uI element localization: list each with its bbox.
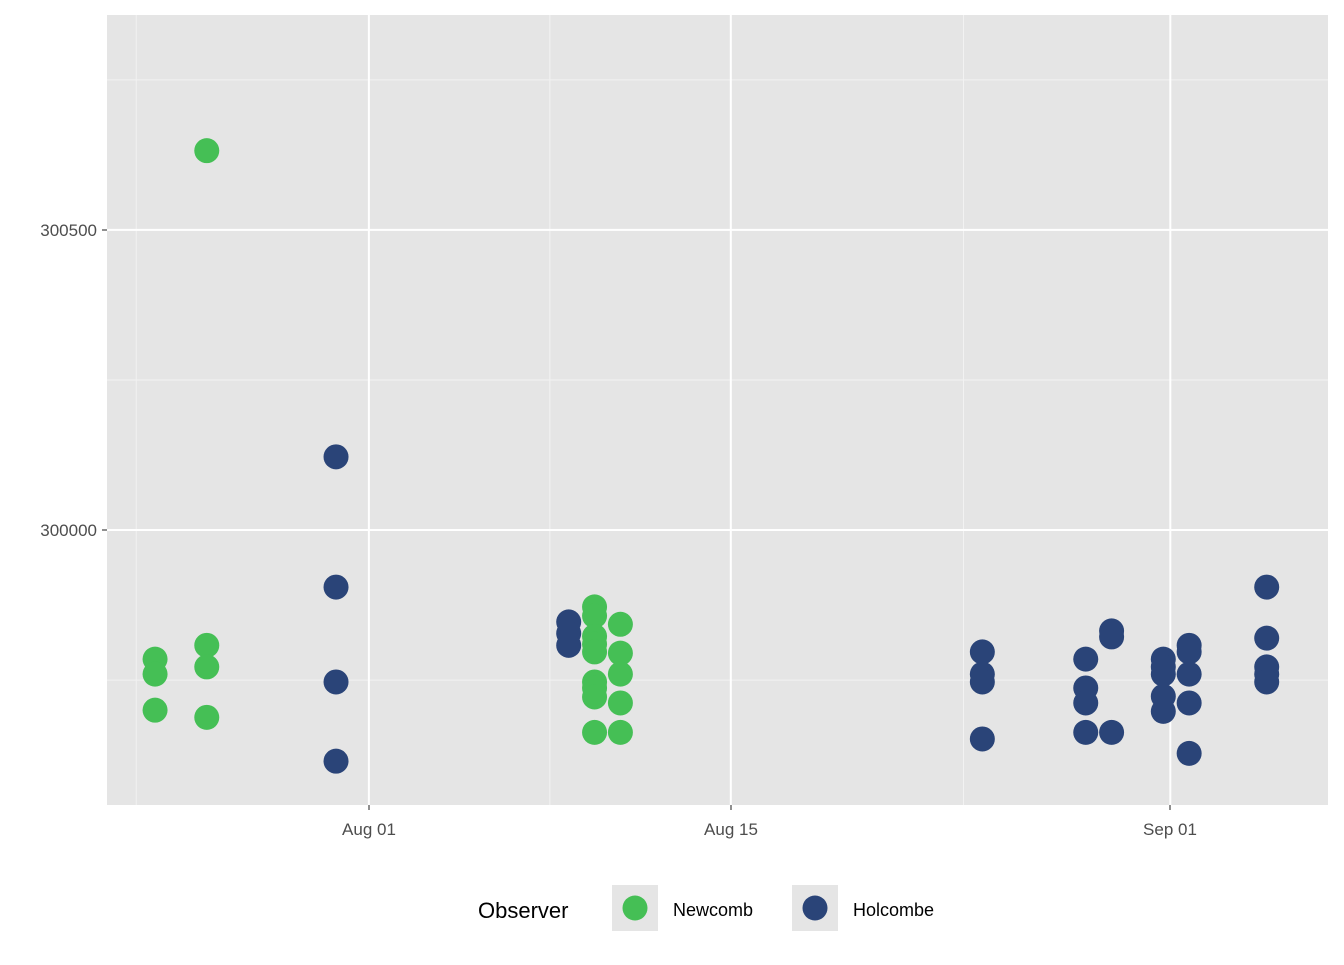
point-holcombe [1073, 646, 1099, 672]
point-holcombe [1150, 698, 1176, 724]
legend-key-holcombe [802, 895, 828, 921]
x-axis: Aug 01 Aug 15 Sep 01 [342, 805, 1197, 839]
x-tick-sep01: Sep 01 [1143, 805, 1197, 839]
point-newcomb [142, 697, 168, 723]
point-holcombe [323, 669, 349, 695]
point-holcombe [1176, 740, 1202, 766]
point-holcombe [1099, 624, 1125, 650]
point-holcombe [323, 444, 349, 470]
point-newcomb [607, 690, 633, 716]
point-holcombe [969, 669, 995, 695]
legend: Observer Newcomb Holcombe [478, 885, 934, 931]
point-newcomb [194, 632, 220, 658]
data-points [142, 138, 1280, 774]
point-newcomb [607, 661, 633, 687]
point-holcombe [1254, 625, 1280, 651]
point-newcomb [194, 654, 220, 680]
point-newcomb [607, 719, 633, 745]
point-newcomb [194, 704, 220, 730]
point-holcombe [1073, 719, 1099, 745]
legend-entry-holcombe: Holcombe [792, 885, 934, 931]
point-holcombe [1254, 574, 1280, 600]
point-holcombe [323, 574, 349, 600]
point-newcomb [582, 684, 608, 710]
point-holcombe [1176, 639, 1202, 665]
y-tick-300000: 300000 [40, 521, 107, 540]
x-tick-label: Aug 15 [704, 820, 758, 839]
y-axis: 300000 300500 [40, 221, 107, 540]
minor-gridlines [107, 15, 1328, 805]
point-holcombe [1099, 719, 1125, 745]
point-holcombe [969, 639, 995, 665]
legend-title: Observer [478, 898, 568, 923]
point-newcomb [142, 661, 168, 687]
point-newcomb [582, 719, 608, 745]
point-holcombe [1254, 669, 1280, 695]
point-newcomb [582, 639, 608, 665]
y-tick-label: 300000 [40, 521, 97, 540]
x-tick-label: Aug 01 [342, 820, 396, 839]
x-tick-aug15: Aug 15 [704, 805, 758, 839]
point-newcomb [607, 611, 633, 637]
legend-label: Newcomb [673, 900, 753, 920]
plot-panel [107, 15, 1328, 805]
legend-entry-newcomb: Newcomb [612, 885, 753, 931]
point-holcombe [1073, 690, 1099, 716]
point-holcombe [556, 632, 582, 658]
x-tick-aug01: Aug 01 [342, 805, 396, 839]
point-holcombe [1176, 661, 1202, 687]
point-holcombe [323, 748, 349, 774]
legend-key-newcomb [622, 895, 648, 921]
point-newcomb [194, 138, 220, 164]
y-tick-300500: 300500 [40, 221, 107, 240]
point-newcomb [607, 640, 633, 666]
point-holcombe [1176, 690, 1202, 716]
point-newcomb [582, 603, 608, 629]
y-tick-label: 300500 [40, 221, 97, 240]
legend-label: Holcombe [853, 900, 934, 920]
x-tick-label: Sep 01 [1143, 820, 1197, 839]
point-holcombe [969, 726, 995, 752]
point-holcombe [1150, 661, 1176, 687]
